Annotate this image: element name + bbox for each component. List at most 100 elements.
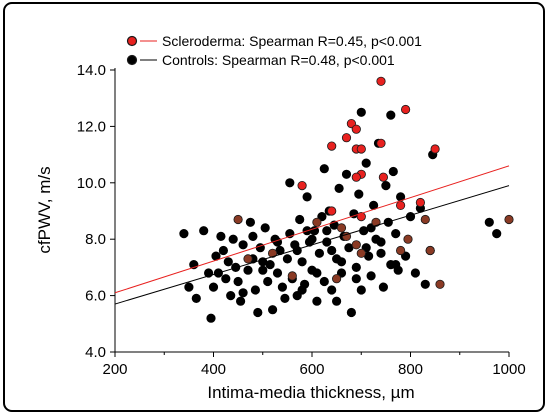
data-point-series2-34 [277, 282, 287, 292]
data-point-series2-95 [386, 110, 396, 120]
data-point-series2-14 [226, 290, 236, 301]
data-point-series2-64 [351, 262, 361, 272]
data-point-series2-106 [351, 274, 361, 284]
data-point-series2-79 [388, 166, 398, 177]
data-point-series2-27 [260, 223, 270, 233]
data-point-series2-51 [319, 276, 329, 287]
data-point-series2-3 [191, 293, 201, 303]
data-point-series1-2 [504, 214, 514, 225]
data-point-series2-23 [250, 285, 260, 295]
data-point-series2-0 [179, 229, 189, 239]
data-point-series2-75 [378, 282, 388, 292]
data-point-series2-76 [381, 181, 391, 191]
data-point-series2-26 [258, 265, 268, 275]
y-tick-label-5: 14.0 [77, 62, 106, 79]
data-point-series2-41 [295, 214, 305, 225]
data-point-series2-74 [376, 248, 386, 258]
data-point-series0-8 [356, 144, 366, 154]
data-point-series0-14 [415, 197, 425, 208]
data-point-series1-4 [312, 217, 322, 227]
data-point-series2-93 [319, 164, 329, 174]
legend-label-1: Controls: Spearman R=0.48, p<0.001 [162, 52, 395, 68]
data-point-series2-107 [391, 259, 401, 270]
data-point-series2-60 [341, 169, 352, 179]
legend-marker-0 [126, 35, 138, 47]
data-point-series2-36 [282, 254, 292, 264]
data-point-series2-91 [492, 229, 502, 239]
data-point-series2-68 [361, 158, 371, 168]
legend: Scleroderma: Spearman R=0.45, p<0.001 Con… [126, 33, 422, 68]
data-point-series2-80 [391, 229, 401, 239]
data-point-series2-57 [334, 183, 344, 193]
data-point-series2-21 [245, 217, 255, 227]
data-point-series0-3 [351, 124, 361, 134]
data-point-series2-13 [223, 257, 233, 267]
plot-area: 200 400 600 800 1000 4.0 6.0 8.0 10.0 12.0 14.0 [77, 62, 526, 378]
data-point-series2-42 [297, 257, 307, 267]
data-point-series2-66 [356, 285, 366, 295]
fit-line-series2 [114, 185, 510, 305]
data-point-series1-9 [243, 254, 253, 264]
data-point-series1-11 [331, 274, 342, 284]
data-point-series2-6 [206, 313, 216, 323]
data-point-series2-65 [354, 189, 364, 199]
data-point-series2-62 [346, 307, 356, 318]
data-point-series2-35 [280, 293, 290, 303]
data-point-series2-10 [216, 231, 226, 241]
x-tick-label-0: 200 [102, 361, 127, 378]
data-point-series2-105 [312, 268, 322, 278]
data-point-series2-70 [366, 271, 376, 281]
data-point-series0-15 [395, 200, 406, 210]
data-point-series0-1 [400, 104, 411, 115]
data-point-series2-18 [236, 296, 246, 306]
data-point-series1-8 [351, 240, 361, 250]
data-point-series2-98 [327, 245, 337, 256]
data-point-series2-28 [263, 276, 273, 287]
data-point-series0-9 [430, 144, 440, 154]
data-point-series1-1 [336, 223, 347, 233]
data-point-series2-30 [267, 305, 278, 315]
x-tick-label-3: 800 [398, 361, 423, 378]
fit-line-series0 [114, 165, 510, 294]
data-point-series2-97 [297, 285, 307, 295]
data-point-series0-13 [297, 181, 307, 191]
data-point-series2-92 [285, 178, 295, 188]
data-point-series2-49 [314, 248, 324, 258]
y-tick-label-2: 8.0 [85, 231, 106, 248]
data-point-series2-20 [243, 265, 253, 275]
data-point-series0-12 [378, 172, 388, 182]
data-point-series2-103 [376, 237, 386, 247]
data-point-series2-54 [327, 285, 337, 295]
data-point-series2-87 [420, 279, 430, 289]
data-point-series2-15 [228, 234, 238, 244]
data-point-series1-10 [267, 248, 278, 258]
data-point-series2-48 [312, 296, 322, 306]
data-point-series0-6 [327, 141, 337, 151]
y-tick-label-0: 4.0 [85, 344, 106, 361]
data-point-series2-100 [248, 231, 258, 241]
data-point-series1-6 [403, 234, 413, 244]
x-tick-label-2: 600 [299, 361, 324, 378]
x-tick-label-4: 1000 [492, 361, 525, 378]
data-point-series2-11 [218, 245, 228, 256]
data-point-series0-4 [341, 133, 352, 143]
y-tick-label-1: 6.0 [85, 288, 106, 305]
data-point-series2-19 [238, 240, 248, 250]
data-point-series2-108 [238, 288, 248, 298]
data-point-series2-96 [258, 257, 268, 267]
data-point-series2-44 [302, 192, 312, 202]
y-axis-title: cfPWV, m/s [35, 166, 54, 253]
data-point-series0-11 [351, 172, 361, 182]
data-point-series1-5 [371, 217, 381, 227]
data-point-series2-50 [317, 212, 327, 222]
y-tick-label-3: 10.0 [77, 175, 106, 192]
data-point-series1-12 [395, 245, 406, 256]
x-axis-title: Intima-media thickness, µm [207, 383, 414, 402]
data-point-series2-32 [272, 268, 283, 278]
data-point-series2-7 [208, 282, 219, 292]
data-point-series1-13 [435, 279, 445, 289]
data-point-series2-1 [184, 282, 194, 292]
data-point-series0-16 [327, 206, 337, 216]
data-point-series2-24 [253, 307, 263, 318]
y-tick-label-4: 12.0 [77, 118, 106, 135]
